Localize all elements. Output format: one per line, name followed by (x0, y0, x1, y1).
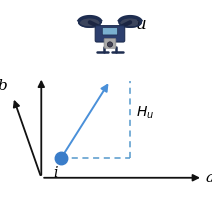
Text: b: b (0, 79, 7, 93)
Text: a: a (206, 171, 212, 185)
Polygon shape (79, 17, 101, 27)
FancyBboxPatch shape (102, 28, 118, 35)
Text: u: u (136, 16, 147, 33)
Polygon shape (119, 17, 141, 27)
FancyBboxPatch shape (95, 26, 125, 42)
Text: $H_u$: $H_u$ (136, 105, 154, 121)
Text: i: i (53, 166, 58, 180)
Circle shape (107, 42, 113, 47)
FancyBboxPatch shape (104, 39, 116, 48)
